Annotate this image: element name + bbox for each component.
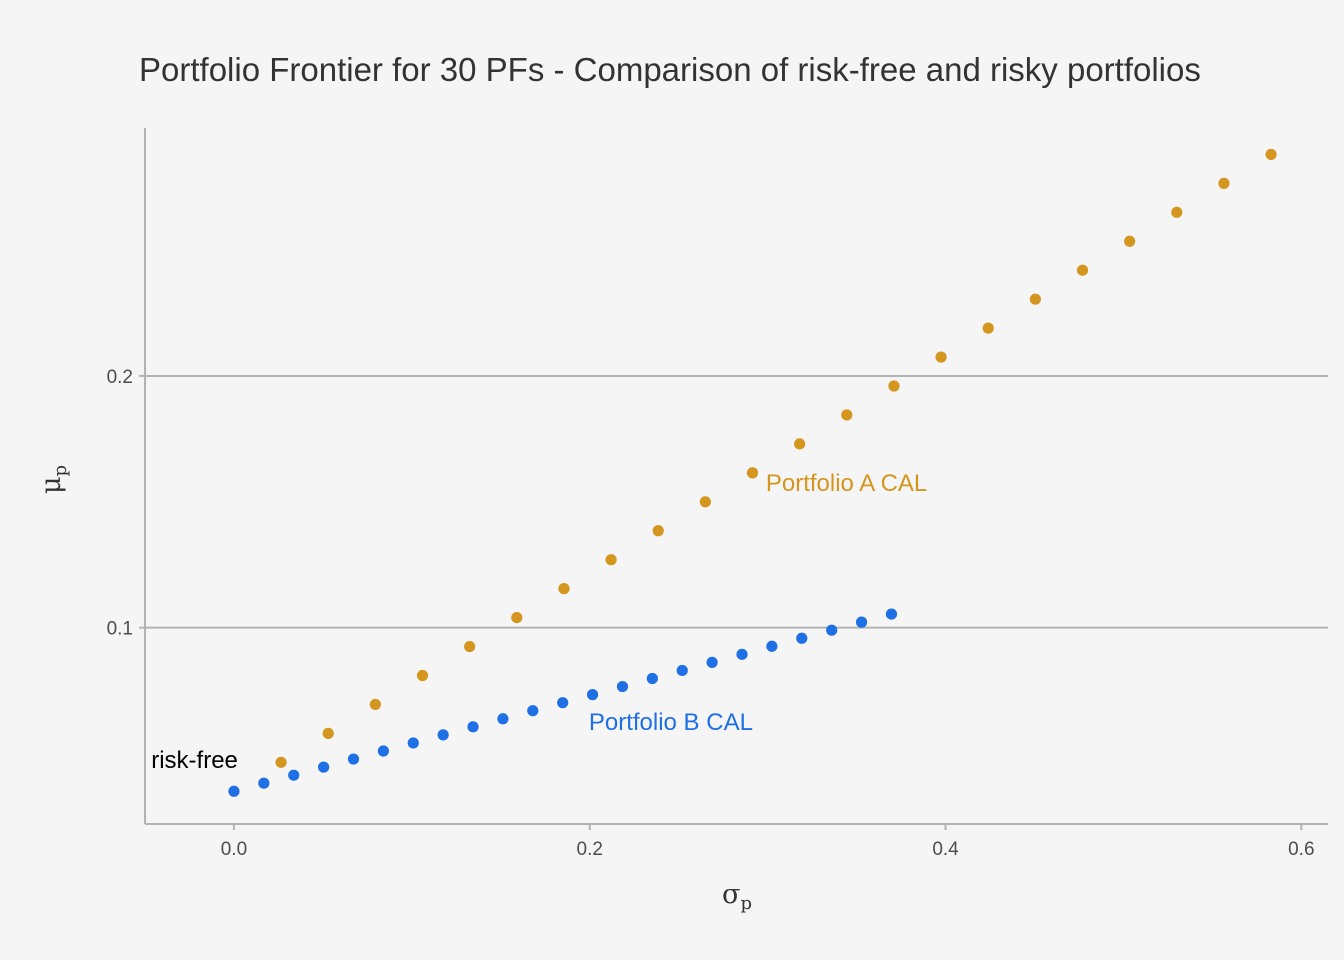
data-point-series-2 (885, 608, 898, 620)
data-point-series-1 (699, 496, 711, 508)
data-point-series-1 (1076, 264, 1089, 276)
axes (139, 128, 1328, 830)
data-point-series-2 (318, 761, 330, 773)
tick-labels: 0.1 0.2 0.0 0.2 0.4 0.6 (107, 367, 1315, 860)
data-point-series-1 (558, 583, 570, 595)
data-point-series-2 (706, 656, 718, 668)
data-point-series-2 (527, 705, 539, 717)
data-point-series-1 (1218, 177, 1230, 189)
annotation-label: risk-free (151, 747, 238, 774)
annotation-label: Portfolio B CAL (589, 709, 753, 736)
data-point-series-1 (1124, 235, 1136, 247)
data-point-series-2 (258, 777, 270, 789)
data-point-series-2 (437, 729, 449, 741)
data-point-series-1 (275, 756, 287, 768)
data-point-series-1 (369, 698, 381, 711)
data-point-series-2 (616, 680, 629, 693)
data-point-series-2 (826, 624, 838, 636)
data-point-series-1 (1265, 148, 1277, 161)
data-point-series-1 (322, 727, 334, 739)
data-point-series-2 (347, 753, 360, 765)
data-point-series-1 (464, 640, 476, 653)
data-point-series-1 (416, 669, 429, 682)
y-tick-label: 0.2 (107, 367, 133, 388)
data-point-series-2 (497, 713, 509, 725)
annotations: Portfolio A CAL Portfolio B CAL risk-free (151, 470, 927, 774)
data-point-series-1 (1171, 206, 1183, 218)
x-tick-label: 0.2 (577, 839, 603, 860)
data-point-series-1 (935, 351, 947, 363)
annotation-label: Portfolio A CAL (766, 470, 927, 497)
y-tick-label: 0.1 (107, 619, 133, 640)
chart-title: Portfolio Frontier for 30 PFs - Comparis… (139, 51, 1201, 88)
data-point-series-2 (467, 721, 479, 733)
data-point-series-2 (766, 640, 778, 652)
data-point-series-2 (646, 672, 658, 685)
data-point-series-2 (557, 697, 569, 709)
data-point-series-1 (511, 611, 523, 624)
x-tick-label: 0.4 (932, 839, 959, 860)
y-axis-title-symbol: μ (36, 476, 67, 494)
data-point-series-1 (794, 438, 806, 450)
data-points (228, 148, 1277, 797)
y-axis-title: μp (36, 465, 71, 494)
x-axis-title: σp (722, 879, 752, 914)
y-axis-title-subscript: p (50, 465, 71, 477)
data-point-series-2 (288, 769, 300, 781)
data-point-series-2 (676, 664, 688, 677)
data-point-series-2 (407, 737, 419, 749)
data-point-series-1 (841, 409, 853, 421)
x-tick-label: 0.0 (221, 839, 247, 860)
x-tick-label: 0.6 (1288, 839, 1314, 860)
data-point-series-2 (586, 689, 599, 701)
x-axis-title-subscript: p (740, 893, 752, 914)
data-point-series-1 (982, 322, 994, 334)
data-point-series-1 (888, 380, 900, 392)
data-point-series-1 (746, 467, 759, 479)
gridlines (145, 374, 1328, 629)
data-point-series-1 (605, 554, 617, 566)
data-point-series-2 (736, 648, 748, 660)
data-point-series-2 (228, 785, 240, 797)
x-axis-title-symbol: σ (722, 879, 740, 910)
data-point-series-1 (1029, 293, 1041, 305)
data-point-series-2 (855, 616, 868, 628)
data-point-series-1 (652, 525, 664, 537)
data-point-series-2 (796, 632, 808, 644)
data-point-series-2 (377, 745, 389, 757)
